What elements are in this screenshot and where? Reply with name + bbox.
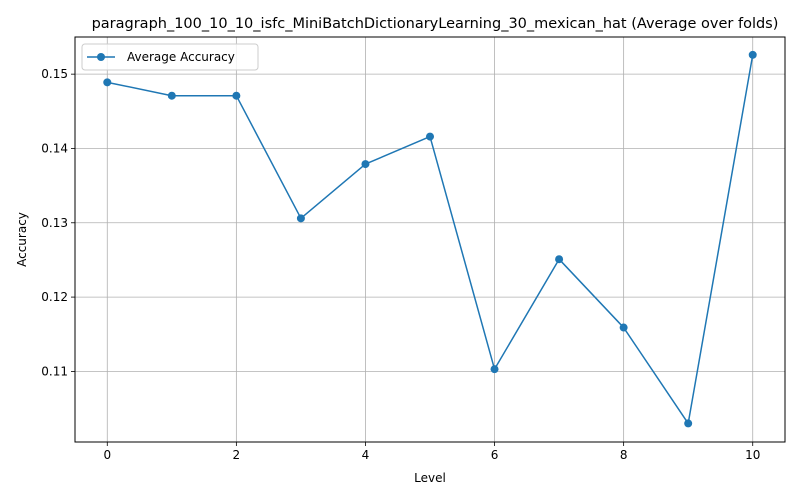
data-point: [167, 91, 176, 100]
grid: [75, 37, 785, 442]
y-tick-label: 0.12: [41, 290, 68, 304]
legend-marker-swatch: [97, 53, 105, 61]
y-tick-label: 0.11: [41, 364, 68, 378]
ticks: 0 2 4 6 8 10 0.11 0.12 0.13 0.14 0.15: [41, 67, 760, 462]
data-point: [103, 78, 112, 87]
data-point: [232, 91, 241, 100]
x-tick-label: 8: [620, 448, 628, 462]
y-tick-label: 0.13: [41, 216, 68, 230]
data-point: [684, 419, 693, 428]
y-tick-label: 0.14: [41, 141, 68, 155]
legend-box: [81, 43, 259, 71]
x-tick-label: 6: [491, 448, 499, 462]
x-tick-label: 10: [745, 448, 760, 462]
data-point: [619, 323, 628, 332]
y-tick-label: 0.15: [41, 67, 68, 81]
legend: Average Accuracy: [81, 43, 259, 71]
data-point: [490, 365, 499, 374]
plot-frame: [74, 36, 786, 443]
series-layer: [103, 50, 757, 428]
data-point: [555, 255, 564, 264]
data-point: [426, 132, 434, 141]
x-axis-label: Level: [414, 471, 446, 485]
data-point: [296, 214, 305, 223]
data-point: [748, 50, 757, 59]
legend-label: Average Accuracy: [127, 50, 235, 64]
data-point: [361, 160, 370, 169]
y-axis-label: Accuracy: [15, 212, 29, 267]
chart-title: paragraph_100_10_10_isfc_MiniBatchDictio…: [92, 16, 779, 32]
x-tick-label: 4: [362, 448, 370, 462]
x-tick-label: 2: [233, 448, 241, 462]
x-tick-label: 0: [103, 448, 111, 462]
